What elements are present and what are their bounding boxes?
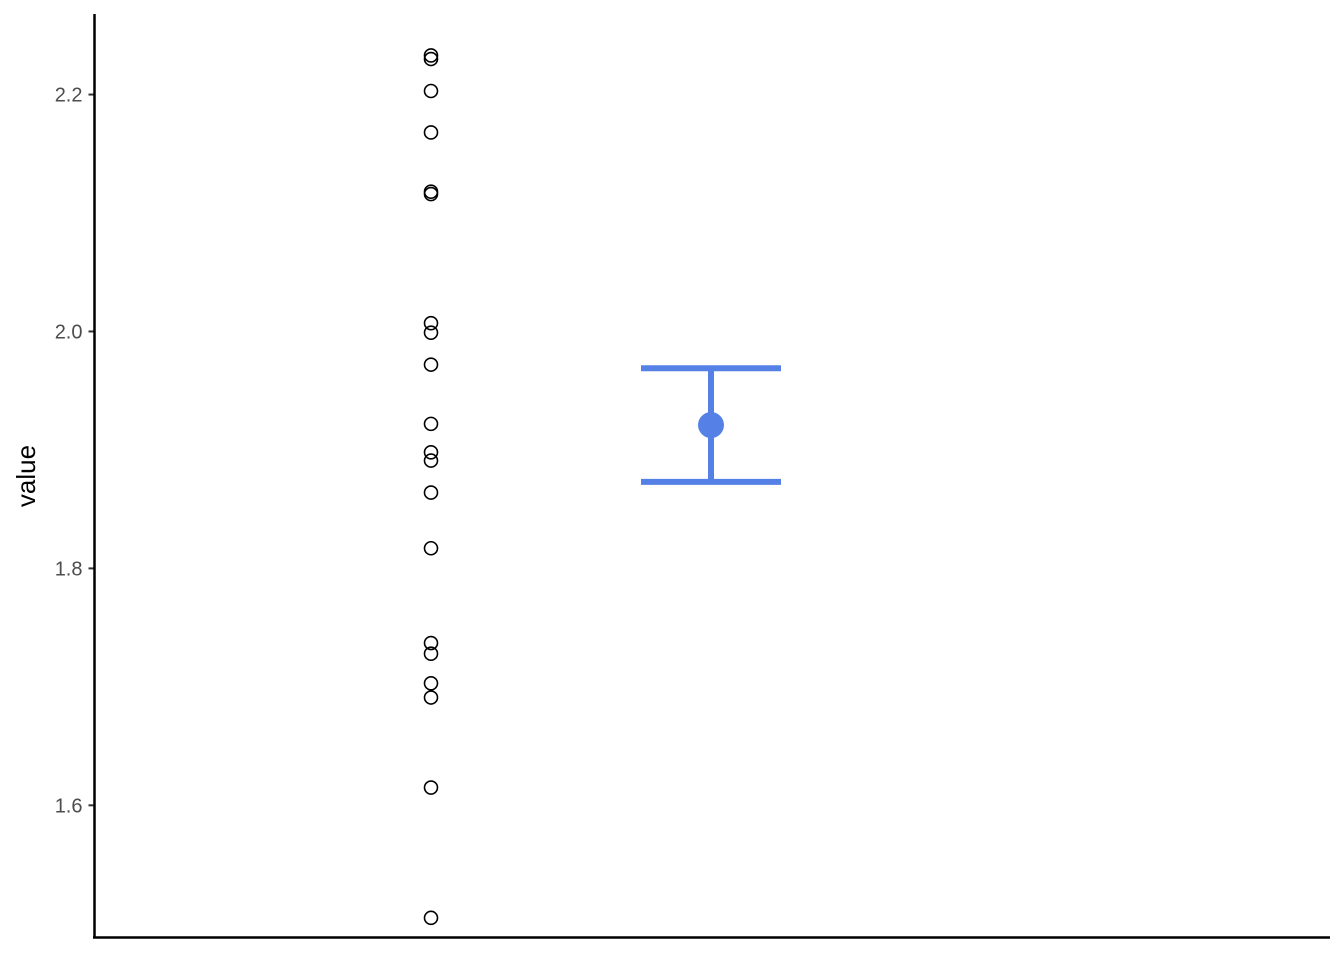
data-point xyxy=(423,51,439,67)
data-point xyxy=(423,416,439,432)
data-point xyxy=(423,125,439,140)
data-point xyxy=(423,635,439,651)
y-axis-title: value xyxy=(11,445,41,507)
data-point xyxy=(423,83,439,99)
data-point xyxy=(423,910,439,926)
data-point xyxy=(423,186,439,202)
data-points xyxy=(423,48,439,926)
y-tick-label: 2.2 xyxy=(55,85,83,107)
y-tick-label: 2.0 xyxy=(55,321,83,343)
data-point xyxy=(423,445,439,460)
data-point xyxy=(423,315,439,331)
data-point xyxy=(423,485,439,500)
y-axis-ticks: 1.6 1.8 2.0 2.2 xyxy=(55,85,95,817)
data-point xyxy=(423,780,439,795)
data-point xyxy=(423,48,439,63)
data-point xyxy=(423,357,439,372)
data-point xyxy=(423,325,439,340)
data-point xyxy=(423,453,439,468)
data-point xyxy=(423,676,439,691)
summary-errorbar xyxy=(641,365,781,485)
data-point xyxy=(423,690,439,705)
data-point xyxy=(423,540,439,556)
y-tick-label: 1.8 xyxy=(55,558,83,580)
data-point xyxy=(423,646,439,661)
mean-point xyxy=(698,412,724,439)
y-tick-label: 1.6 xyxy=(55,795,83,817)
